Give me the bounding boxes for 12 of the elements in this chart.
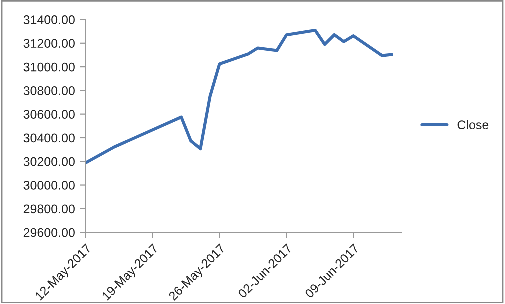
line-series: [86, 28, 394, 165]
legend-label: Close: [458, 120, 489, 130]
y-tick-label: 31000.00: [24, 62, 75, 72]
y-tick-label: 31400.00: [24, 16, 75, 24]
y-tick-label: 30600.00: [24, 110, 75, 119]
y-tick-label: 30400.00: [24, 134, 75, 143]
y-tick-label: 30000.00: [24, 181, 75, 190]
y-tick-label: 29800.00: [24, 204, 75, 214]
y-tick-label: 30200.00: [24, 157, 75, 166]
y-tick-label: 30800.00: [24, 86, 75, 96]
y-tick-label: 29600.00: [24, 228, 75, 238]
y-tick-label: 31200.00: [24, 39, 75, 48]
